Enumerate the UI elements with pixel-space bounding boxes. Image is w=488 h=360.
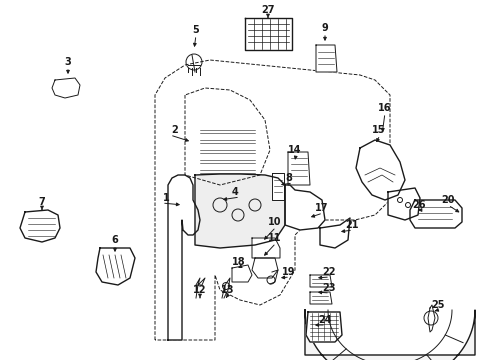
Text: 24: 24: [317, 315, 331, 325]
Text: 9: 9: [321, 23, 328, 33]
Polygon shape: [271, 173, 284, 200]
Polygon shape: [231, 265, 251, 282]
Text: 6: 6: [111, 235, 118, 245]
Text: 16: 16: [378, 103, 391, 113]
Text: 13: 13: [221, 285, 234, 295]
Text: 17: 17: [314, 203, 328, 213]
Polygon shape: [309, 292, 331, 304]
Text: 14: 14: [287, 145, 301, 155]
Text: 15: 15: [371, 125, 385, 135]
Text: 1: 1: [163, 193, 170, 203]
Text: 4: 4: [231, 187, 238, 197]
Polygon shape: [184, 88, 269, 185]
Text: 21: 21: [345, 220, 358, 230]
Polygon shape: [309, 275, 331, 287]
Text: 2: 2: [171, 125, 178, 135]
Text: 20: 20: [440, 195, 454, 205]
Polygon shape: [285, 185, 325, 230]
Text: 10: 10: [267, 217, 281, 227]
Polygon shape: [409, 200, 461, 228]
Polygon shape: [52, 78, 80, 98]
Polygon shape: [305, 312, 341, 342]
Text: 5: 5: [192, 25, 199, 35]
Text: 3: 3: [64, 57, 71, 67]
Polygon shape: [244, 18, 291, 50]
Text: 12: 12: [193, 285, 206, 295]
Text: 8: 8: [285, 173, 291, 183]
Polygon shape: [168, 175, 200, 340]
Polygon shape: [305, 310, 474, 360]
Text: 18: 18: [231, 257, 245, 267]
Polygon shape: [195, 174, 285, 248]
Text: 23: 23: [321, 283, 335, 293]
Polygon shape: [387, 188, 419, 220]
Text: 7: 7: [39, 197, 45, 207]
Polygon shape: [287, 152, 309, 185]
Polygon shape: [355, 140, 404, 200]
Polygon shape: [96, 248, 135, 285]
Polygon shape: [20, 210, 60, 242]
Text: 22: 22: [321, 267, 335, 277]
Polygon shape: [319, 218, 349, 248]
Text: 27: 27: [261, 5, 274, 15]
Text: 26: 26: [411, 200, 425, 210]
Text: 25: 25: [430, 300, 444, 310]
Text: 11: 11: [267, 233, 281, 243]
Polygon shape: [251, 238, 280, 258]
Polygon shape: [251, 258, 278, 278]
Text: 19: 19: [282, 267, 295, 277]
Polygon shape: [315, 45, 336, 72]
